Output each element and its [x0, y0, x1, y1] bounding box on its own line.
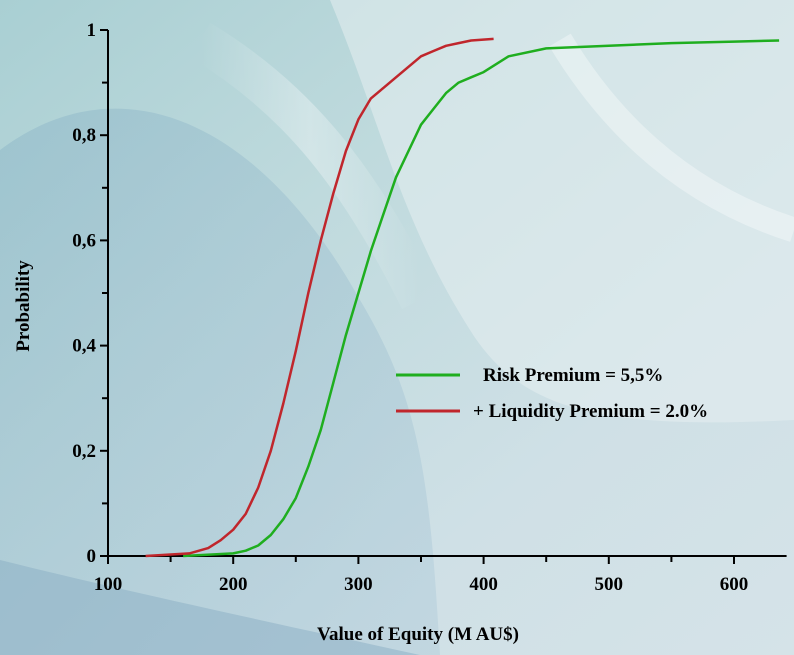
x-tick-label: 400: [469, 574, 498, 595]
x-axis-ticks: 100 200 300 400 500 600: [94, 556, 749, 595]
y-tick-label: 0,4: [72, 336, 96, 357]
y-tick-label: 1: [87, 20, 97, 41]
y-tick-label: 0,6: [72, 230, 96, 251]
legend-label: + Liquidity Premium = 2.0%: [473, 401, 708, 422]
y-axis-title: Probability: [13, 260, 34, 352]
risk-premium-line: [183, 39, 780, 558]
x-tick-label: 500: [595, 574, 624, 595]
x-tick-label: 100: [94, 574, 123, 595]
legend: Risk Premium = 5,5% + Liquidity Premium =…: [396, 365, 708, 422]
liquidity-premium-line: [145, 37, 494, 558]
legend-label: Risk Premium = 5,5%: [483, 365, 663, 386]
x-tick-label: 200: [219, 574, 248, 595]
x-tick-label: 300: [344, 574, 373, 595]
series-lines: [145, 37, 780, 558]
y-axis-ticks: 0 0,2 0,4 0,6 0,8 1: [72, 20, 108, 567]
y-tick-label: 0,2: [72, 441, 96, 462]
y-tick-label: 0: [87, 546, 97, 567]
axes: [107, 30, 787, 557]
x-axis-title: Value of Equity (M AU$): [317, 624, 519, 645]
y-tick-label: 0,8: [72, 125, 96, 146]
x-tick-label: 600: [720, 574, 749, 595]
